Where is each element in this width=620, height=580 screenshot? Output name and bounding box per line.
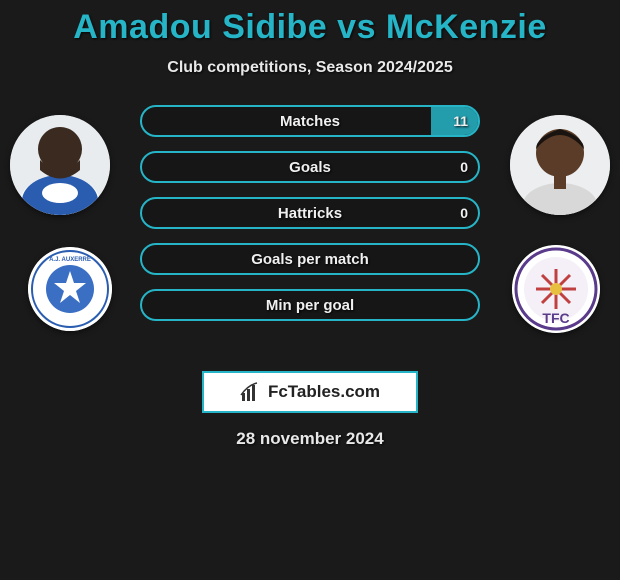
page-title: Amadou Sidibe vs McKenzie	[0, 0, 620, 47]
stat-row-matches: Matches 11	[140, 105, 480, 137]
stat-label: Min per goal	[266, 297, 354, 314]
svg-text:TFC: TFC	[542, 310, 569, 326]
stat-label: Goals	[289, 159, 331, 176]
avatar-placeholder-icon	[510, 115, 610, 215]
stat-label: Goals per match	[251, 251, 369, 268]
stat-value-right: 11	[453, 113, 468, 129]
stat-label: Hattricks	[278, 205, 342, 222]
avatar-placeholder-icon	[10, 115, 110, 215]
club-left-badge: A.J. AUXERRE	[28, 247, 112, 331]
site-logo: FcTables.com	[202, 371, 418, 413]
player-left-avatar	[10, 115, 110, 215]
player-right-avatar	[510, 115, 610, 215]
stat-bars: Matches 11 Goals 0 Hattricks 0 Goals per match…	[140, 105, 480, 335]
club-crest-icon: TFC	[512, 245, 600, 333]
club-right-badge: TFC	[512, 245, 600, 333]
stat-label: Matches	[280, 113, 340, 130]
stat-row-goals: Goals 0	[140, 151, 480, 183]
subtitle: Club competitions, Season 2024/2025	[0, 59, 620, 77]
club-crest-icon: A.J. AUXERRE	[28, 247, 112, 331]
svg-text:A.J. AUXERRE: A.J. AUXERRE	[49, 257, 91, 263]
date: 28 november 2024	[0, 429, 620, 449]
bar-chart-icon	[240, 381, 262, 403]
stat-row-goals_per_match: Goals per match	[140, 243, 480, 275]
stat-value-right: 0	[460, 159, 468, 175]
stat-value-right: 0	[460, 205, 468, 221]
stat-row-min_per_goal: Min per goal	[140, 289, 480, 321]
stat-row-hattricks: Hattricks 0	[140, 197, 480, 229]
site-name: FcTables.com	[268, 382, 380, 402]
comparison-panel: A.J. AUXERRE TFC Matches11Goals0Hattrick…	[0, 105, 620, 365]
